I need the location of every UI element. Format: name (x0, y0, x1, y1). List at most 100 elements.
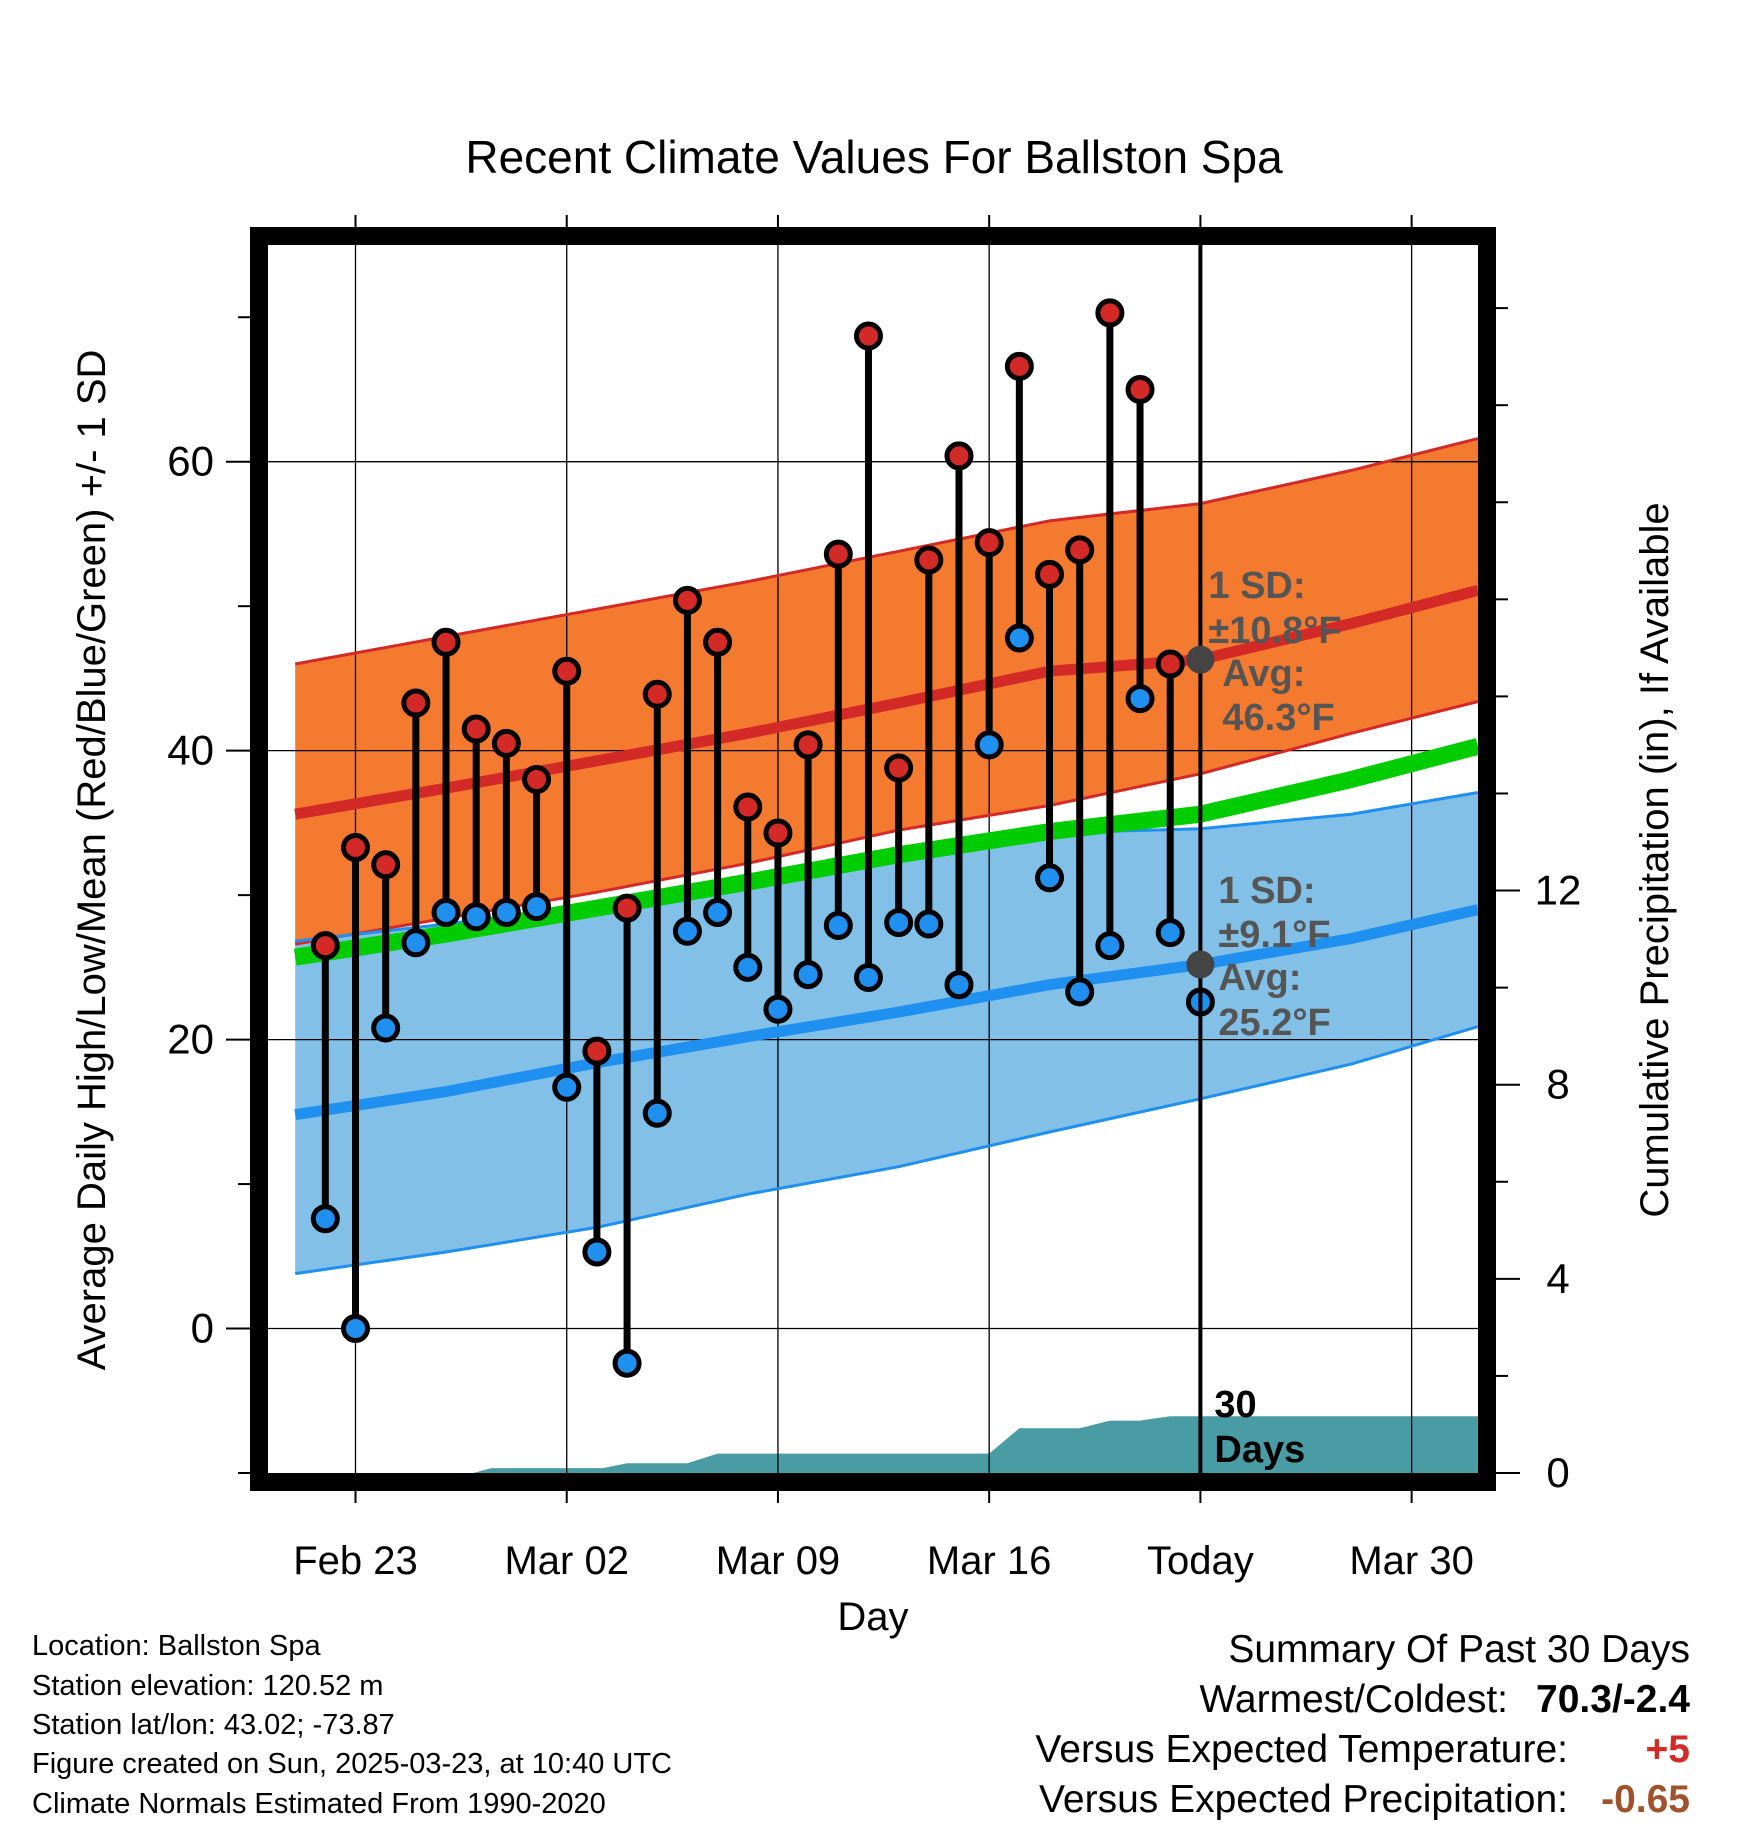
plot-frame (250, 227, 1496, 1491)
high-temp-point (552, 656, 582, 686)
precip-label: Versus Expected Precipitation: (1039, 1778, 1568, 1821)
low-sd-value: ±9.1°F (1218, 914, 1330, 956)
temp-value: +5 (1645, 1728, 1690, 1771)
low-temp-point (763, 994, 793, 1024)
high-temp-point (642, 679, 672, 709)
high-temp-point (944, 441, 974, 471)
normals-text: Climate Normals Estimated From 1990-2020 (32, 1788, 606, 1820)
high-temp-point (823, 539, 853, 569)
high-temp-point (733, 792, 763, 822)
low-temp-point (703, 897, 733, 927)
y2-tick-label: 8 (1546, 1061, 1569, 1108)
low-temp-point (733, 952, 763, 982)
high-temp-point (310, 931, 340, 961)
elevation-text: Station elevation: 120.52 m (32, 1670, 384, 1702)
high-temp-point (884, 753, 914, 783)
low-temp-point (823, 910, 853, 940)
high-avg-label: Avg: (1222, 653, 1305, 695)
precip-window-number: 30 (1214, 1384, 1256, 1426)
high-temp-point (431, 627, 461, 657)
low-minus-sd-line (294, 1025, 1479, 1276)
low-temp-point (944, 970, 974, 1000)
high-temp-point (371, 850, 401, 880)
low-temp-point (491, 897, 521, 927)
low-temp-point (884, 908, 914, 938)
latlon-text: Station lat/lon: 43.02; -73.87 (32, 1709, 395, 1741)
y2-axis-title: Cumulative Precipitation (in), If Availa… (1633, 502, 1677, 1217)
y2-tick-label: 12 (1535, 867, 1582, 914)
high-temp-point (1065, 535, 1095, 565)
low-temp-point (1065, 977, 1095, 1007)
low-temp-point (552, 1072, 582, 1102)
high-temp-point (1125, 374, 1155, 404)
high-temp-point (1095, 298, 1125, 328)
low-temp-point (461, 902, 491, 932)
precip-area (268, 1416, 1478, 1473)
low-temp-point (310, 1204, 340, 1234)
high-sd-value: ±10.8°F (1208, 610, 1341, 652)
created-text: Figure created on Sun, 2025-03-23, at 10… (32, 1748, 672, 1780)
high-temp-point (1155, 649, 1185, 679)
low-temp-point (1004, 623, 1034, 653)
high-temp-point (793, 730, 823, 760)
y-tick-label: 60 (167, 438, 214, 485)
high-avg-value: 46.3°F (1222, 697, 1334, 739)
low-temp-point (974, 730, 1004, 760)
high-temp-point (914, 545, 944, 575)
warmest-label: Warmest/Coldest: (1199, 1678, 1508, 1721)
y-tick-label: 0 (191, 1305, 214, 1352)
low-temp-point (401, 928, 431, 958)
precip-window-label: Days (1214, 1429, 1305, 1471)
high-temp-point (401, 688, 431, 718)
low-temp-point (341, 1314, 371, 1344)
x-tick-label: Mar 02 (504, 1539, 629, 1583)
y-tick-label: 40 (167, 727, 214, 774)
high-plus-sd-line (294, 437, 1479, 666)
low-temp-point (522, 892, 552, 922)
high-temp-point (461, 714, 491, 744)
precip-value: -0.65 (1601, 1778, 1690, 1821)
low-temp-point (914, 909, 944, 939)
warmest-value: 70.3/-2.4 (1536, 1678, 1690, 1721)
low-temp-point (371, 1013, 401, 1043)
high-sd-band (295, 438, 1479, 945)
x-tick-label: Mar 16 (927, 1539, 1052, 1583)
low-temp-point (1125, 684, 1155, 714)
low-sd-label: 1 SD: (1218, 870, 1315, 912)
low-temp-point (853, 962, 883, 992)
x-tick-label: Mar 09 (716, 1539, 841, 1583)
low-avg-value: 25.2°F (1218, 1002, 1330, 1044)
low-temp-point (1155, 918, 1185, 948)
today-high-avg-marker (1186, 645, 1215, 674)
high-sd-label: 1 SD: (1208, 565, 1305, 607)
high-temp-point (763, 818, 793, 848)
summary-heading: Summary Of Past 30 Days (1228, 1628, 1690, 1671)
x-tick-label: Today (1147, 1539, 1254, 1583)
today-low-avg-marker (1186, 950, 1215, 979)
x-tick-label: Feb 23 (293, 1539, 418, 1583)
high-temp-point (703, 627, 733, 657)
high-temp-point (672, 585, 702, 615)
low-temp-point (1035, 863, 1065, 893)
low-temp-point (612, 1348, 642, 1378)
high-temp-point (341, 832, 371, 862)
high-temp-point (1004, 351, 1034, 381)
high-temp-point (522, 765, 552, 795)
low-temp-point (642, 1098, 672, 1128)
low-avg-label: Avg: (1218, 957, 1301, 999)
high-temp-point (1035, 559, 1065, 589)
normal-low-line (294, 904, 1480, 1121)
high-temp-point (491, 728, 521, 758)
x-tick-label: Mar 30 (1349, 1539, 1474, 1583)
low-temp-point (1095, 931, 1125, 961)
x-axis-title: Day (837, 1595, 908, 1639)
low-temp-point (793, 960, 823, 990)
low-temp-point (431, 897, 461, 927)
y-tick-label: 20 (167, 1016, 214, 1063)
temp-label: Versus Expected Temperature: (1035, 1728, 1568, 1771)
high-temp-point (974, 528, 1004, 558)
y2-tick-label: 0 (1546, 1449, 1569, 1496)
normal-high-line (294, 584, 1480, 820)
y2-tick-label: 4 (1546, 1255, 1569, 1302)
